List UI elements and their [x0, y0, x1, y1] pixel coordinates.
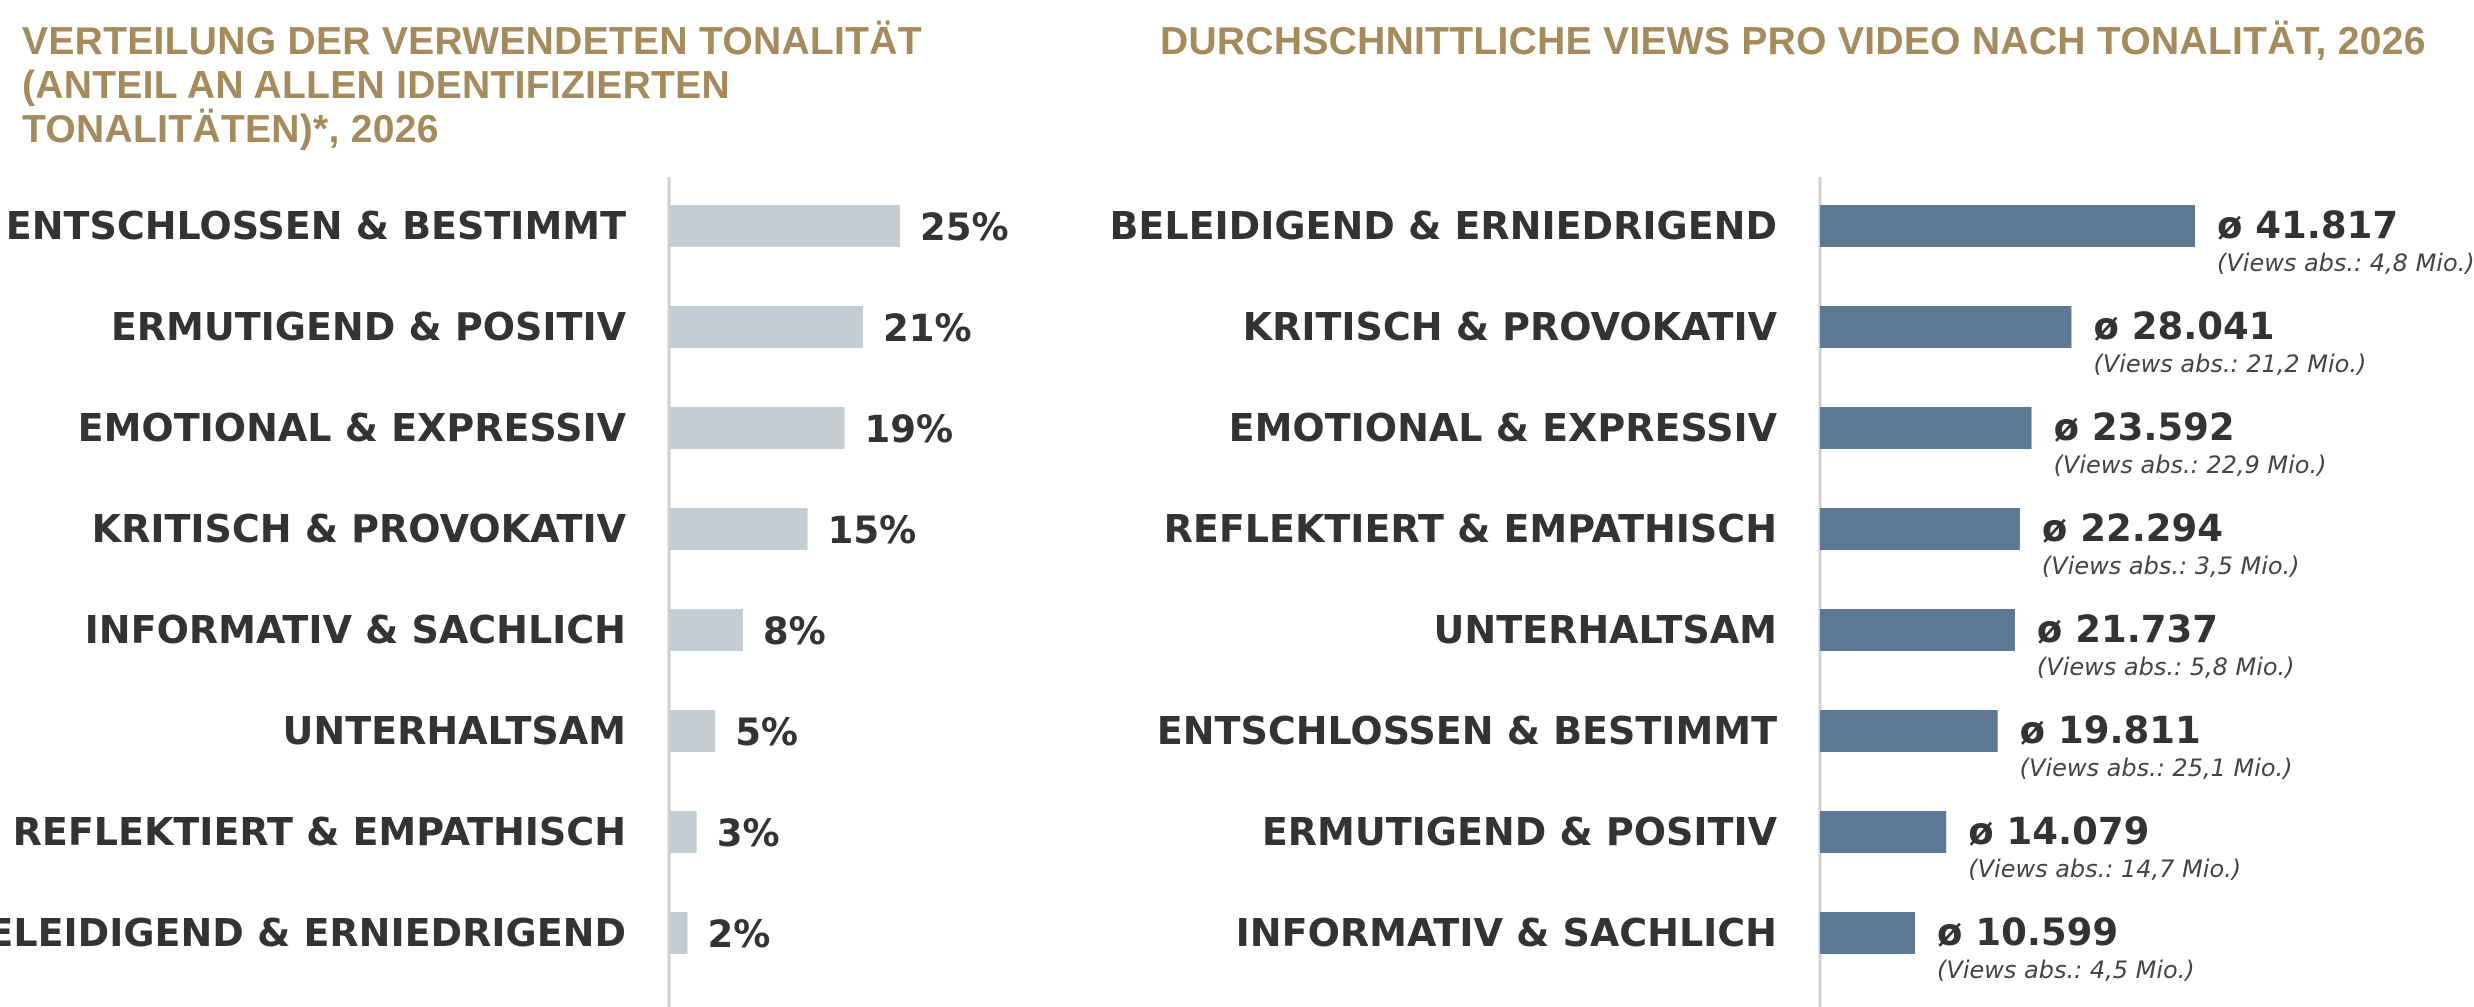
right-category-label: ENTSCHLOSSEN & BESTIMMT — [1157, 709, 1777, 753]
left-value-label: 19% — [865, 408, 954, 451]
left-category-label: REFLEKTIERT & EMPATHISCH — [13, 810, 626, 854]
right-views-label: (Views abs.: 5,8 Mio.) — [2037, 653, 2295, 681]
left-category-label: ENTSCHLOSSEN & BESTIMMT — [6, 204, 626, 248]
left-category-label: ERMUTIGEND & POSITIV — [111, 305, 627, 349]
right-views-label: (Views abs.: 4,8 Mio.) — [2217, 249, 2474, 277]
chart-title-right: DURCHSCHNITTLICHE VIEWS PRO VIDEO NACH T… — [1160, 20, 2426, 63]
left-bar — [669, 609, 743, 651]
right-views-label: (Views abs.: 4,5 Mio.) — [1937, 956, 2195, 984]
right-bar — [1820, 306, 2072, 348]
right-bar — [1820, 508, 2020, 550]
left-category-label: EMOTIONAL & EXPRESSIV — [78, 406, 627, 450]
left-value-label: 25% — [920, 206, 1009, 249]
right-value-label: ø 10.599 — [1937, 911, 2118, 954]
right-bar — [1820, 912, 1916, 954]
right-category-label: REFLEKTIERT & EMPATHISCH — [1164, 507, 1777, 551]
left-value-label: 2% — [707, 913, 770, 956]
right-category-label: UNTERHALTSAM — [1434, 608, 1777, 652]
left-bar — [669, 306, 864, 348]
right-category-label: KRITISCH & PROVOKATIV — [1243, 305, 1778, 349]
right-value-label: ø 14.079 — [1968, 810, 2149, 853]
right-value-label: ø 23.592 — [2054, 406, 2235, 449]
right-views-label: (Views abs.: 25,1 Mio.) — [2020, 754, 2293, 782]
right-category-label: EMOTIONAL & EXPRESSIV — [1229, 406, 1778, 450]
right-category-label: ERMUTIGEND & POSITIV — [1262, 810, 1778, 854]
right-chart: BELEIDIGEND & ERNIEDRIGEND ø 41.817(Views… — [1109, 204, 2474, 984]
left-bar — [669, 508, 808, 550]
right-value-label: ø 41.817 — [2217, 204, 2398, 247]
left-category-label: UNTERHALTSAM — [283, 709, 626, 753]
left-value-label: 3% — [717, 812, 780, 855]
left-value-label: 15% — [828, 509, 917, 552]
left-bar — [669, 811, 697, 853]
right-views-label: (Views abs.: 22,9 Mio.) — [2054, 451, 2327, 479]
left-category-label: INFORMATIV & SACHLICH — [85, 608, 626, 652]
right-bar — [1820, 407, 2032, 449]
right-category-label: BELEIDIGEND & ERNIEDRIGEND — [1109, 204, 1777, 248]
right-bar — [1820, 710, 1998, 752]
left-chart: ENTSCHLOSSEN & BESTIMMT 25% ERMUTIGEND & P… — [0, 204, 1009, 956]
left-bar — [669, 912, 688, 954]
right-bar — [1820, 609, 2015, 651]
left-category-label: KRITISCH & PROVOKATIV — [92, 507, 627, 551]
left-bar — [669, 710, 716, 752]
left-value-label: 21% — [883, 307, 972, 350]
left-value-label: 8% — [763, 610, 826, 653]
right-views-label: (Views abs.: 3,5 Mio.) — [2042, 552, 2300, 580]
right-bar — [1820, 811, 1947, 853]
right-value-label: ø 19.811 — [2020, 709, 2201, 752]
right-views-label: (Views abs.: 14,7 Mio.) — [1968, 855, 2241, 883]
right-views-label: (Views abs.: 21,2 Mio.) — [2093, 350, 2366, 378]
chart-title-left: VERTEILUNG DER VERWENDETEN TONALITÄT (AN… — [22, 20, 922, 151]
right-value-label: ø 28.041 — [2093, 305, 2274, 348]
left-category-label: BELEIDIGEND & ERNIEDRIGEND — [0, 911, 626, 955]
right-category-label: INFORMATIV & SACHLICH — [1236, 911, 1777, 955]
right-value-label: ø 21.737 — [2037, 608, 2218, 651]
left-value-label: 5% — [735, 711, 798, 754]
right-value-label: ø 22.294 — [2042, 507, 2223, 550]
left-bar — [669, 205, 900, 247]
left-bar — [669, 407, 845, 449]
right-bar — [1820, 205, 2195, 247]
